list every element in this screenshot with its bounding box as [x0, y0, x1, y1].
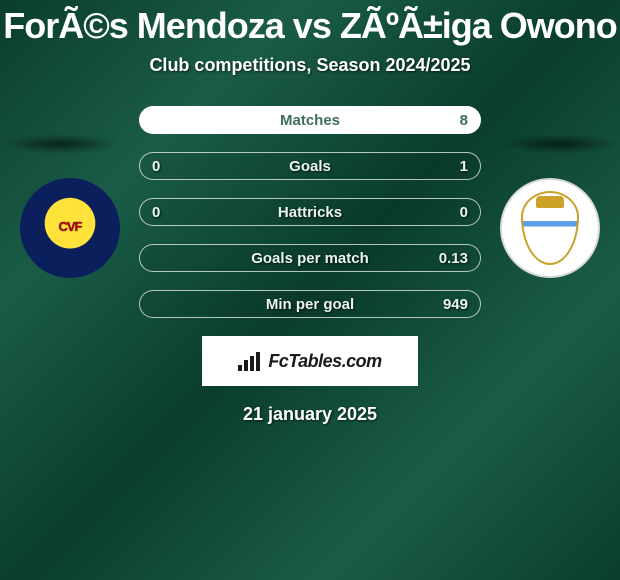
stat-row-min-per-goal: Min per goal 949: [139, 290, 481, 318]
shadow-right: [501, 134, 619, 154]
stat-right-value: 949: [438, 296, 468, 313]
brand-text: FcTables.com: [268, 351, 381, 372]
team-badge-left: [20, 178, 120, 278]
comparison-panel: Matches 8 0 Goals 1 0 Hattricks 0 Goals …: [0, 106, 620, 425]
date-label: 21 january 2025: [0, 404, 620, 425]
stat-right-value: 0.13: [438, 250, 468, 267]
stat-left-value: 0: [152, 158, 182, 175]
real-madrid-crest-icon: [521, 191, 579, 265]
stat-right-value: 1: [438, 158, 468, 175]
brand-box[interactable]: FcTables.com: [202, 336, 418, 386]
stat-label: Min per goal: [266, 296, 354, 313]
shadow-left: [1, 134, 119, 154]
header: ForÃ©s Mendoza vs ZÃºÃ±iga Owono Club co…: [0, 0, 620, 76]
stat-label: Matches: [280, 112, 340, 129]
stat-row-goals: 0 Goals 1: [139, 152, 481, 180]
page-subtitle: Club competitions, Season 2024/2025: [0, 55, 620, 76]
page-title: ForÃ©s Mendoza vs ZÃºÃ±iga Owono: [0, 5, 620, 47]
stat-label: Hattricks: [278, 204, 342, 221]
stat-label: Goals per match: [251, 250, 369, 267]
bars-icon: [238, 351, 264, 371]
stat-label: Goals: [289, 158, 331, 175]
stat-row-hattricks: 0 Hattricks 0: [139, 198, 481, 226]
stat-right-value: 8: [438, 112, 468, 129]
stat-left-value: 0: [152, 204, 182, 221]
stat-row-matches: Matches 8: [139, 106, 481, 134]
stat-right-value: 0: [438, 204, 468, 221]
stats-list: Matches 8 0 Goals 1 0 Hattricks 0 Goals …: [139, 106, 481, 318]
team-badge-right: [500, 178, 600, 278]
stat-row-goals-per-match: Goals per match 0.13: [139, 244, 481, 272]
